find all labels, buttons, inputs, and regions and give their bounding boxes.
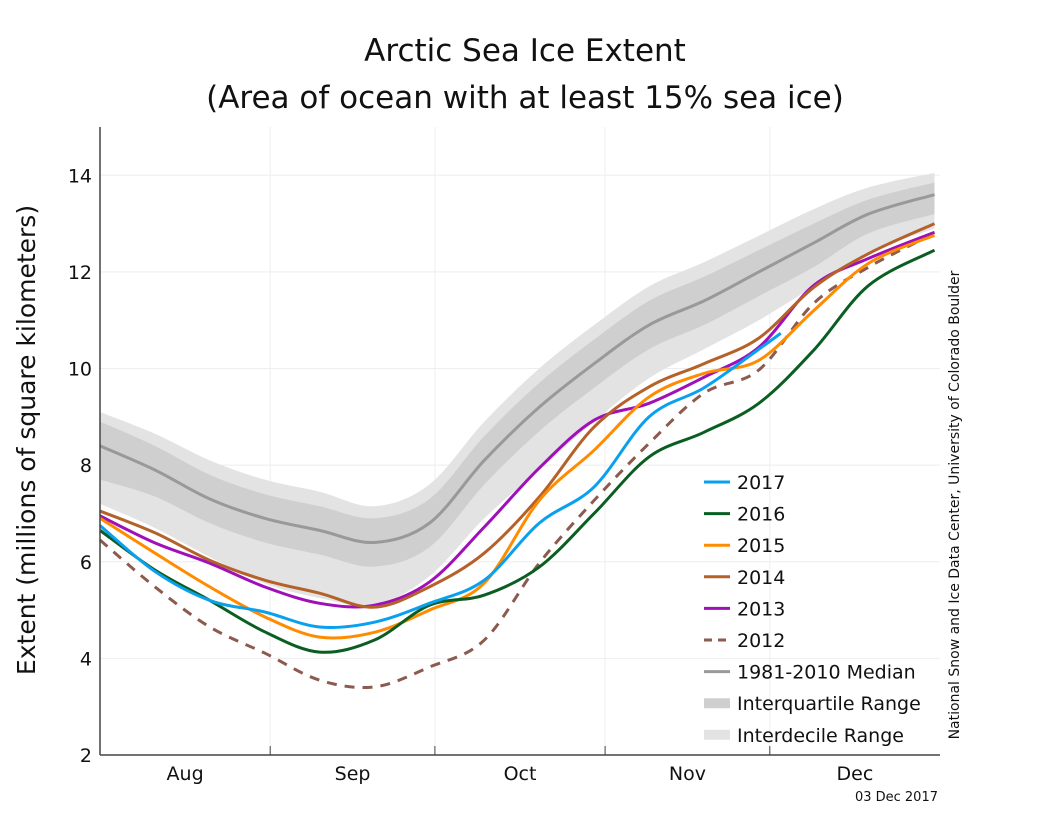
legend-label: Interdecile Range (737, 725, 904, 747)
legend: 2017 2016 2015 2014 2013 2012 1981-2010 Median… (704, 472, 921, 747)
x-tick-label: Dec (837, 763, 874, 785)
series-line-2016 (99, 248, 936, 654)
y-tick-label: 12 (68, 262, 92, 284)
y-axis-label: Extent (millions of square kilometers) (12, 205, 41, 675)
x-tick-label: Sep (335, 763, 371, 785)
legend-label: 2012 (737, 630, 785, 652)
y-tick-label: 8 (80, 455, 92, 477)
x-tick-label: Oct (504, 763, 537, 785)
series-lines (99, 193, 936, 690)
range-bands (100, 172, 935, 607)
date-stamp: 03 Dec 2017 (855, 790, 938, 805)
y-tick-label: 10 (68, 359, 92, 381)
y-tick-label: 4 (80, 648, 92, 670)
series-line-2015 (99, 233, 936, 640)
legend-label: 2014 (737, 567, 785, 589)
series-line-2014 (99, 222, 936, 609)
series-line-2017 (99, 332, 782, 629)
chart-title: Arctic Sea Ice Extent (364, 33, 686, 69)
legend-label: 2015 (737, 535, 785, 557)
legend-label: Interquartile Range (737, 693, 921, 715)
series-line-1981-2010-median (99, 193, 935, 544)
y-tick-label: 2 (80, 745, 92, 767)
x-tick-label: Aug (167, 763, 204, 785)
legend-label: 2013 (737, 598, 785, 620)
y-tick-label: 14 (68, 165, 92, 187)
legend-label: 1981-2010 Median (737, 662, 916, 684)
legend-label: 2017 (737, 472, 785, 494)
chart-subtitle: (Area of ocean with at least 15% sea ice… (206, 80, 844, 116)
band-interquartile-range (100, 182, 935, 567)
x-tick-label: Nov (669, 763, 706, 785)
legend-label: 2016 (737, 504, 785, 526)
y-tick-label: 6 (80, 552, 92, 574)
source-credit: National Snow and Ice Data Center, Unive… (947, 270, 963, 739)
axes: 2 4 6 8 10 12 14 Aug Sep Oct Nov Dec (68, 127, 940, 785)
